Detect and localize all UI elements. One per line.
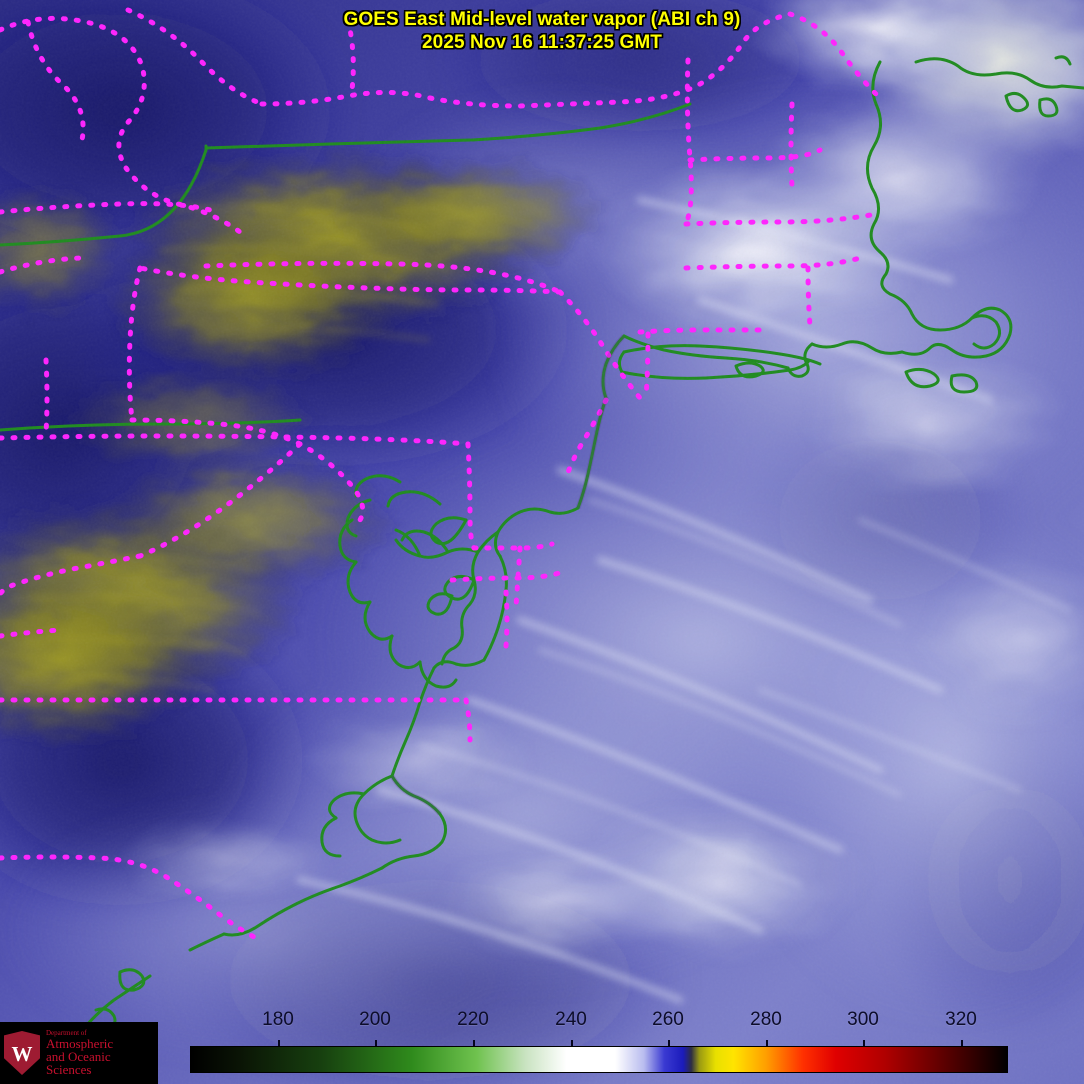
logo-line-1: Department of — [46, 1028, 87, 1037]
logo-line-2: Atmospheric — [46, 1035, 114, 1051]
colorbar-tick-mark — [961, 1040, 963, 1049]
colorbar-gradient — [190, 1046, 1008, 1073]
institution-logo: W Department of Atmospheric and Oceanic … — [0, 1022, 158, 1084]
uw-crest-icon: W — [4, 1031, 40, 1075]
colorbar-tick-mark — [278, 1040, 280, 1049]
colorbar-tick-mark — [375, 1040, 377, 1049]
crest-monogram: W — [11, 1042, 33, 1066]
colorbar-tick-mark — [863, 1040, 865, 1049]
colorbar: 180 200 220 240 260 280 300 320 — [0, 1000, 1084, 1084]
colorbar-tick-label: 260 — [652, 1009, 684, 1030]
logo-line-3: and Oceanic Sciences — [46, 1048, 111, 1078]
colorbar-tick-marks — [0, 1040, 1084, 1049]
colorbar-tick-mark — [571, 1040, 573, 1049]
colorbar-tick-mark — [766, 1040, 768, 1049]
colorbar-tick-label: 240 — [555, 1009, 587, 1030]
colorbar-tick-label: 180 — [262, 1009, 294, 1030]
colorbar-tick-labels: 180 200 220 240 260 280 300 320 — [0, 1008, 1084, 1036]
colorbar-tick-label: 280 — [750, 1009, 782, 1030]
colorbar-tick-mark — [473, 1040, 475, 1049]
colorbar-tick-label: 320 — [945, 1009, 977, 1030]
colorbar-tick-label: 300 — [847, 1009, 879, 1030]
colorbar-tick-mark — [668, 1040, 670, 1049]
logo-text: Department of Atmospheric and Oceanic Sc… — [46, 1028, 158, 1078]
colorbar-tick-label: 200 — [359, 1009, 391, 1030]
colorbar-tick-label: 220 — [457, 1009, 489, 1030]
